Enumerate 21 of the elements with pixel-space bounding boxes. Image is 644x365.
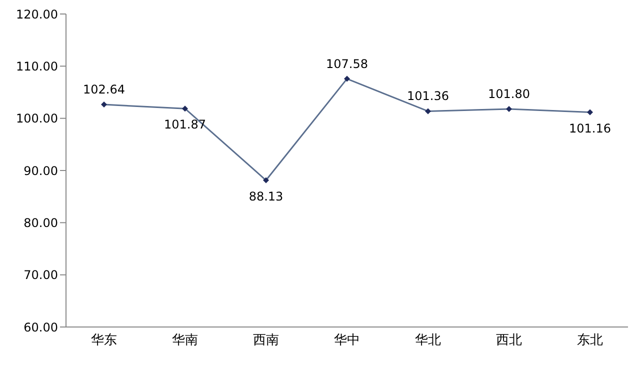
x-tick-label: 华东 [91,333,117,348]
y-tick-label: 100.00 [16,112,58,126]
y-tick-label: 110.00 [16,59,58,74]
x-tick-label: 西南 [253,333,279,348]
x-tick-label: 东北 [577,333,603,348]
data-label: 101.80 [488,86,530,101]
y-tick-label: 120.00 [16,7,58,22]
data-label: 107.58 [326,56,368,71]
x-tick-label: 华北 [415,333,441,348]
data-label: 101.87 [164,118,206,132]
x-tick-label: 西北 [496,333,522,348]
y-tick-label: 70.00 [24,268,58,282]
data-label: 88.13 [248,189,284,204]
data-label: 101.16 [569,121,611,136]
y-tick-label: 60.00 [24,320,58,334]
y-tick-label: 80.00 [24,216,58,230]
x-tick-label: 华南 [172,333,198,348]
data-label: 102.64 [83,82,125,97]
x-tick-label: 华中 [334,333,360,348]
y-tick-label: 90.00 [24,164,58,178]
data-label: 101.36 [407,89,449,104]
